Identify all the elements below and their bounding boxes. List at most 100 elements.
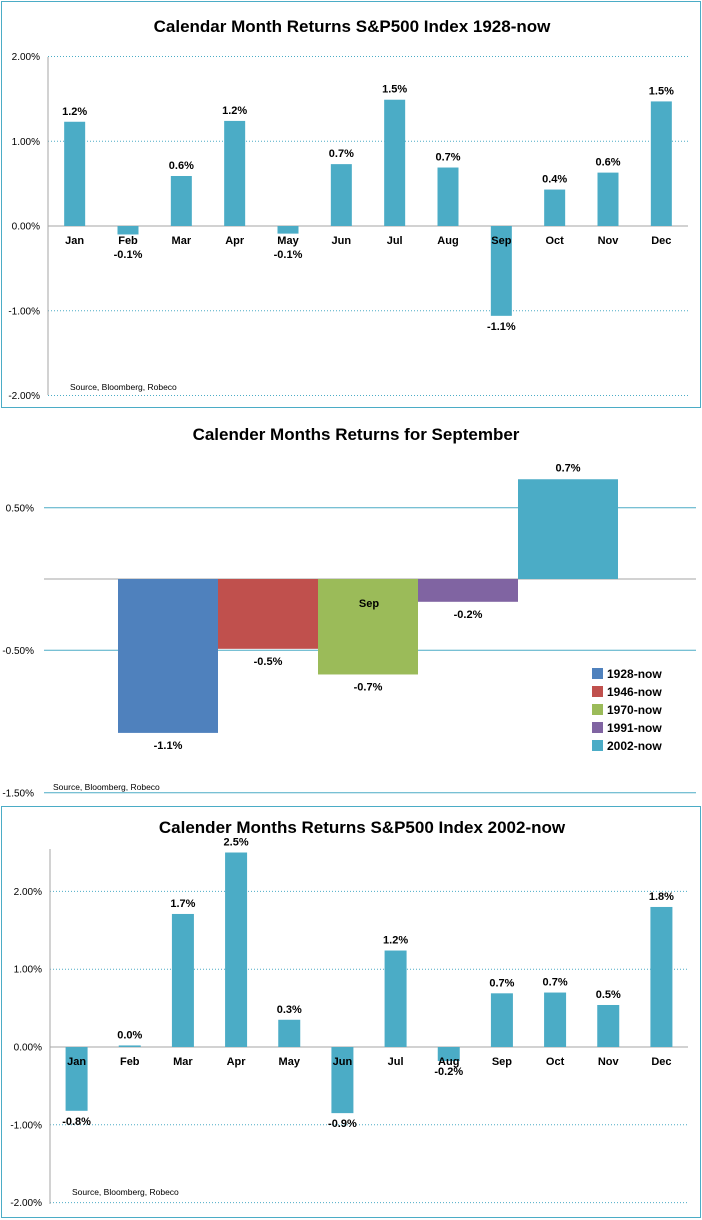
x-tick-label: Apr: [225, 235, 245, 247]
y-tick-label: -2.00%: [10, 1198, 42, 1209]
x-tick-label: Mar: [172, 235, 192, 247]
data-label: -0.5%: [254, 656, 283, 668]
y-tick-label: 2.00%: [12, 52, 40, 63]
monthly-returns-1928-chart: Calendar Month Returns S&P500 Index 1928…: [8, 17, 688, 402]
data-label: -0.2%: [454, 609, 483, 621]
bar-aug: [437, 167, 459, 226]
chart-title: Calendar Month Returns S&P500 Index 1928…: [154, 17, 552, 36]
legend-swatch: [592, 668, 603, 679]
x-tick-label: Mar: [173, 1056, 193, 1068]
x-tick-label: May: [279, 1056, 301, 1068]
sep-bar-annotation: Sep: [359, 598, 379, 610]
source-note: Source, Bloomberg, Robeco: [70, 382, 177, 392]
legend-label: 1946-now: [607, 685, 662, 699]
data-label: 0.3%: [277, 1004, 302, 1016]
data-label: 1.2%: [383, 935, 408, 947]
source-note: Source, Bloomberg, Robeco: [53, 782, 160, 792]
bar-oct: [544, 189, 566, 226]
bar-jul: [384, 950, 407, 1047]
data-label: 0.7%: [543, 977, 568, 989]
x-tick-label: Oct: [546, 1056, 565, 1068]
monthly-returns-2002-chart: Calender Months Returns S&P500 Index 200…: [10, 818, 688, 1209]
data-label: 0.6%: [595, 157, 620, 169]
bar-2002-now: [518, 479, 618, 579]
september-returns-chart: Calender Months Returns for September 0.…: [2, 425, 696, 799]
y-tick-label: 0.00%: [12, 222, 40, 233]
legend-label: 1991-now: [607, 721, 662, 735]
x-tick-label: Jun: [332, 235, 352, 247]
x-tick-label: Dec: [651, 1056, 671, 1068]
data-label: 0.7%: [329, 148, 354, 160]
x-tick-label: Sep: [491, 235, 511, 247]
bar-1991-now: [418, 579, 518, 602]
bar-feb: [118, 1045, 141, 1047]
data-label: -0.1%: [114, 249, 143, 261]
y-tick-label: -1.50%: [2, 788, 34, 799]
data-label: 1.5%: [382, 84, 407, 96]
bar-may: [278, 1019, 301, 1047]
chart-panel-2002-now: Calender Months Returns S&P500 Index 200…: [1, 806, 701, 1218]
x-tick-label: Dec: [651, 235, 671, 247]
chart-title: Calender Months Returns S&P500 Index 200…: [159, 818, 566, 837]
bar-jan: [64, 121, 86, 226]
legend-label: 2002-now: [607, 739, 662, 753]
legend-swatch: [592, 740, 603, 751]
data-label: 2.5%: [224, 837, 249, 849]
chart-panel-september: Calender Months Returns for September 0.…: [0, 410, 702, 802]
legend-label: 1970-now: [607, 703, 662, 717]
bar-feb: [117, 226, 139, 235]
x-tick-label: Feb: [118, 235, 138, 247]
bar-may: [277, 226, 299, 234]
y-tick-label: -1.00%: [10, 1120, 42, 1131]
bar-1970-now: [318, 579, 418, 675]
data-label: -0.7%: [354, 681, 383, 693]
source-note: Source, Bloomberg, Robeco: [72, 1187, 179, 1197]
x-tick-label: Aug: [437, 235, 458, 247]
data-label: -0.9%: [328, 1118, 357, 1130]
y-tick-label: 0.50%: [6, 503, 34, 514]
bar-nov: [597, 172, 619, 226]
legend-swatch: [592, 722, 603, 733]
bar-sep: [490, 993, 513, 1047]
y-tick-label: 1.00%: [14, 965, 42, 976]
x-tick-label: Nov: [598, 235, 620, 247]
data-label: -1.1%: [154, 740, 183, 752]
x-tick-label: Feb: [120, 1056, 140, 1068]
bar-dec: [650, 101, 672, 226]
bar-aug: [437, 1047, 460, 1062]
data-label: -1.1%: [487, 321, 516, 333]
x-tick-label: May: [277, 235, 299, 247]
bar-jul: [384, 99, 406, 226]
bar-jun: [331, 1047, 354, 1114]
y-tick-label: -2.00%: [8, 391, 40, 402]
data-label: 1.2%: [222, 105, 247, 117]
x-tick-label: Aug: [438, 1056, 459, 1068]
bar-1928-now: [118, 579, 218, 733]
chart-panel-1928-now: Calendar Month Returns S&P500 Index 1928…: [1, 1, 701, 408]
bar-1946-now: [218, 579, 318, 649]
legend-swatch: [592, 704, 603, 715]
data-label: 0.6%: [169, 160, 194, 172]
data-label: -0.1%: [274, 249, 303, 261]
data-label: 1.5%: [649, 85, 674, 97]
data-label: 1.2%: [62, 106, 87, 118]
y-tick-label: 2.00%: [14, 887, 42, 898]
data-label: 1.7%: [170, 898, 195, 910]
bar-apr: [224, 120, 246, 226]
y-tick-label: 1.00%: [12, 137, 40, 148]
x-tick-label: Jan: [67, 1056, 86, 1068]
legend-swatch: [592, 686, 603, 697]
data-label: 0.0%: [117, 1029, 142, 1041]
bar-oct: [544, 992, 567, 1047]
data-label: 0.7%: [555, 462, 580, 474]
x-tick-label: Nov: [598, 1056, 620, 1068]
chart-title: Calender Months Returns for September: [193, 425, 520, 444]
x-tick-label: Apr: [227, 1056, 247, 1068]
bar-dec: [650, 906, 673, 1047]
x-tick-label: Sep: [492, 1056, 512, 1068]
data-label: 0.7%: [489, 977, 514, 989]
y-tick-label: 0.00%: [14, 1043, 42, 1054]
x-tick-label: Jul: [387, 235, 403, 247]
data-label: -0.8%: [62, 1116, 91, 1128]
legend-label: 1928-now: [607, 667, 662, 681]
